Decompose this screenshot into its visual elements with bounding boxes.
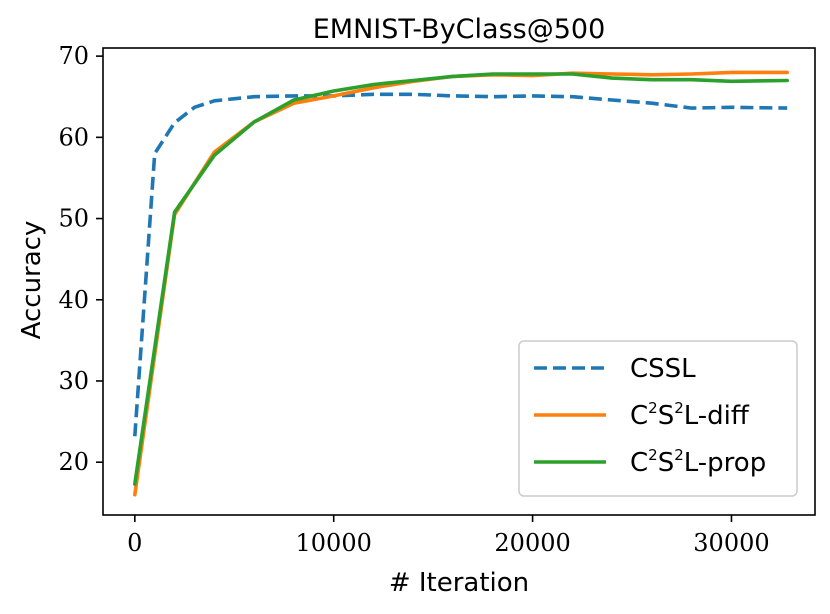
y-tick-label: 30 xyxy=(58,367,89,395)
legend-label-0: CSSL xyxy=(630,354,696,384)
y-axis-label: Accuracy xyxy=(17,221,47,340)
series-line-0 xyxy=(133,92,788,437)
x-tick-label: 20000 xyxy=(494,529,570,557)
y-tick-label: 40 xyxy=(58,286,89,314)
legend: CSSL C2S2L-diff C2S2L-prop xyxy=(518,340,798,497)
x-tick-label: 10000 xyxy=(296,529,372,557)
x-tick-label: 0 xyxy=(127,529,142,557)
plot-area xyxy=(133,70,790,497)
legend-box xyxy=(518,340,798,497)
y-tick-label: 50 xyxy=(58,205,89,233)
axes-frame xyxy=(102,47,816,516)
chart-title: EMNIST-ByClass@500 xyxy=(313,14,606,45)
series-line-2 xyxy=(133,72,790,486)
legend-label-1: C2S2L-diff xyxy=(630,399,750,431)
y-tick-label: 60 xyxy=(58,123,89,151)
axes: 0 10000 20000 30000 20 30 40 50 60 70 xyxy=(58,42,816,557)
legend-label-2: C2S2L-prop xyxy=(630,446,766,478)
x-tick-label: 30000 xyxy=(693,529,769,557)
y-tick-label: 70 xyxy=(58,42,89,70)
y-tick-label: 20 xyxy=(58,448,89,476)
x-axis-label: # Iteration xyxy=(389,568,529,598)
